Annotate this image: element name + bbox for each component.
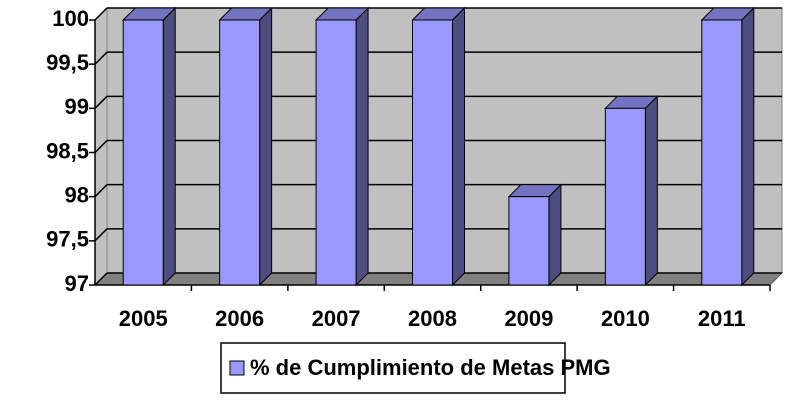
bar-side (162, 6, 176, 287)
x-tick-label: 2008 (408, 306, 457, 331)
bar-side (355, 6, 369, 287)
bar-side (644, 95, 658, 287)
bar-side (548, 183, 562, 287)
bar (315, 19, 357, 286)
y-tick-label: 97 (65, 271, 89, 296)
x-tick-label: 2010 (601, 306, 650, 331)
bar (701, 19, 743, 286)
x-tick-label: 2011 (698, 306, 746, 331)
bar (604, 107, 646, 286)
y-tick-label: 99 (65, 94, 89, 119)
grid-line-side (94, 228, 108, 242)
x-tick-label: 2006 (215, 306, 264, 331)
grid-line-side (94, 184, 108, 198)
x-tick-label: 2007 (312, 306, 361, 331)
grid-line-side (94, 272, 108, 286)
bar-side (452, 6, 465, 287)
grid-line-side (94, 7, 108, 21)
legend-label: % de Cumplimiento de Metas PMG (250, 355, 611, 380)
grid-line-side (94, 95, 108, 109)
x-tick-label: 2009 (504, 306, 553, 331)
bar (412, 19, 453, 286)
bar (508, 196, 550, 286)
y-tick-label: 99,5 (46, 50, 89, 75)
legend-box (220, 342, 566, 394)
grid-line-side (94, 139, 108, 154)
legend-marker (229, 360, 245, 376)
bar-side (741, 6, 755, 287)
y-tick-label: 100 (52, 6, 89, 31)
bar (122, 19, 164, 286)
y-tick-label: 98,5 (46, 138, 89, 163)
y-tick-label: 97,5 (46, 227, 89, 252)
x-tick-label: 2005 (119, 306, 168, 331)
bar-side (259, 6, 273, 287)
grid-line-side (94, 51, 108, 65)
bar (219, 19, 261, 286)
y-tick-label: 98 (65, 182, 89, 207)
